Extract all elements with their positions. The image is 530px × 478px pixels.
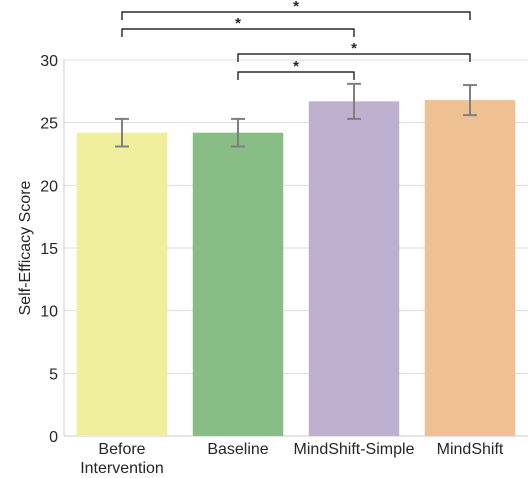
y-tick-label: 10 [40, 304, 58, 321]
significance-star: * [293, 58, 299, 75]
bar [308, 101, 400, 437]
y-tick-label: 0 [49, 429, 58, 446]
y-tick-label: 5 [49, 366, 58, 383]
y-tick-label: 20 [40, 178, 58, 195]
significance-bracket [237, 71, 355, 80]
bar [192, 132, 284, 436]
significance-bracket [121, 28, 355, 37]
significance-star: * [235, 15, 241, 32]
x-tick-label: Baseline [207, 441, 268, 458]
x-tick-label: MindShift-Simple [294, 441, 415, 458]
significance-bracket [237, 53, 471, 62]
y-tick-label: 15 [40, 241, 58, 258]
y-axis-label: Self-Efficacy Score [17, 180, 34, 315]
x-tick-label: Intervention [80, 460, 164, 477]
bar [76, 132, 168, 436]
y-tick-label: 25 [40, 116, 58, 133]
significance-bracket [121, 11, 471, 20]
x-tick-label: MindShift [437, 441, 504, 458]
significance-star: * [351, 40, 357, 57]
significance-star: * [293, 0, 299, 15]
x-tick-label: Before [98, 441, 145, 458]
y-tick-label: 30 [40, 53, 58, 70]
bar [424, 100, 516, 437]
